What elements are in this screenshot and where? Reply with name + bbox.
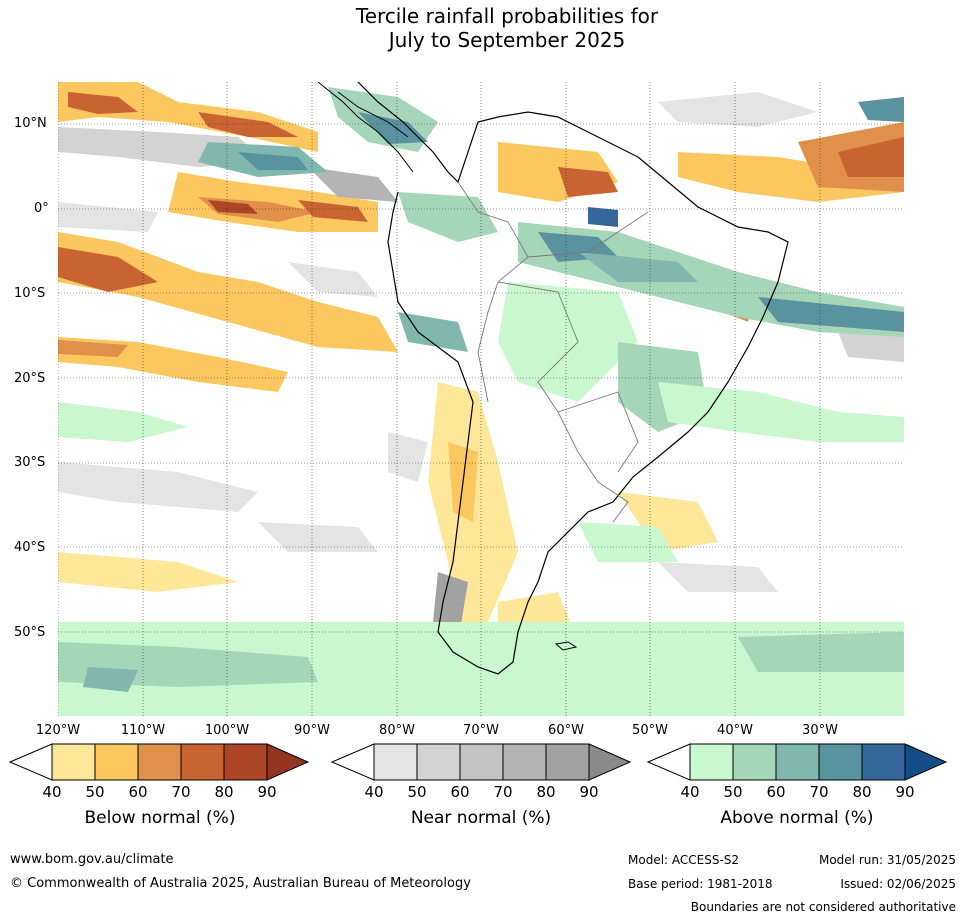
- above-normal-colorbar: [646, 743, 948, 781]
- below-tick-90: 90: [257, 783, 277, 801]
- below-tick-50: 50: [85, 783, 105, 801]
- near-normal-field: [58, 92, 904, 642]
- lat-label-10s: 10°S: [14, 286, 46, 301]
- map-canvas: [58, 82, 904, 716]
- lat-label-40s: 40°S: [14, 540, 46, 555]
- title-line-1: Tercile rainfall probabilities for: [355, 4, 659, 28]
- base-period: Base period: 1981-2018: [628, 877, 773, 891]
- lat-label-30s: 30°S: [14, 455, 46, 470]
- map-title: Tercile rainfall probabilities for July …: [0, 4, 965, 52]
- lon-label-80w: 80°W: [379, 723, 415, 738]
- below-tick-60: 60: [128, 783, 148, 801]
- lat-label-0: 0°: [34, 201, 49, 216]
- central-america-coastline: [317, 82, 414, 173]
- copyright-text: © Commonwealth of Australia 2025, Austra…: [10, 876, 471, 891]
- near-tick-70: 70: [493, 783, 513, 801]
- lon-label-40w: 40°W: [717, 723, 753, 738]
- lon-label-90w: 90°W: [294, 723, 330, 738]
- below-tick-70: 70: [171, 783, 191, 801]
- lon-label-60w: 60°W: [548, 723, 584, 738]
- model-name: Model: ACCESS-S2: [628, 853, 740, 867]
- falkland-islands: [554, 641, 578, 651]
- lat-label-10n: 10°N: [14, 116, 47, 131]
- above-normal-title: Above normal (%): [720, 808, 874, 828]
- near-normal-title: Near normal (%): [410, 808, 552, 828]
- graticule: [58, 82, 904, 716]
- near-tick-40: 40: [364, 783, 384, 801]
- lon-label-100w: 100°W: [204, 723, 250, 738]
- below-normal-title: Below normal (%): [84, 808, 236, 828]
- website-link[interactable]: www.bom.gov.au/climate: [10, 852, 174, 867]
- lat-label-20s: 20°S: [14, 371, 46, 386]
- lon-label-120w: 120°W: [35, 723, 81, 738]
- above-tick-80: 80: [852, 783, 872, 801]
- country-borders: [457, 181, 649, 523]
- lon-label-50w: 50°W: [632, 723, 668, 738]
- lat-label-50s: 50°S: [14, 625, 46, 640]
- above-tick-60: 60: [766, 783, 786, 801]
- lon-label-110w: 110°W: [120, 723, 166, 738]
- south-america-coastline: [357, 82, 789, 675]
- title-line-2: July to September 2025: [388, 28, 626, 52]
- lon-label-70w: 70°W: [463, 723, 499, 738]
- near-normal-colorbar: [330, 743, 632, 781]
- near-tick-80: 80: [536, 783, 556, 801]
- below-normal-colorbar: [8, 743, 310, 781]
- model-run-date: Model run: 31/05/2025: [818, 853, 956, 867]
- above-tick-90: 90: [895, 783, 915, 801]
- below-tick-80: 80: [214, 783, 234, 801]
- above-tick-40: 40: [680, 783, 700, 801]
- above-tick-50: 50: [723, 783, 743, 801]
- near-tick-60: 60: [450, 783, 470, 801]
- boundaries-disclaimer: Boundaries are not considered authoritat…: [690, 900, 956, 914]
- probability-map: [58, 82, 904, 716]
- below-tick-40: 40: [42, 783, 62, 801]
- lon-label-30w: 30°W: [802, 723, 838, 738]
- issued-date: Issued: 02/06/2025: [840, 877, 956, 891]
- near-tick-90: 90: [579, 783, 599, 801]
- above-tick-70: 70: [809, 783, 829, 801]
- near-tick-50: 50: [407, 783, 427, 801]
